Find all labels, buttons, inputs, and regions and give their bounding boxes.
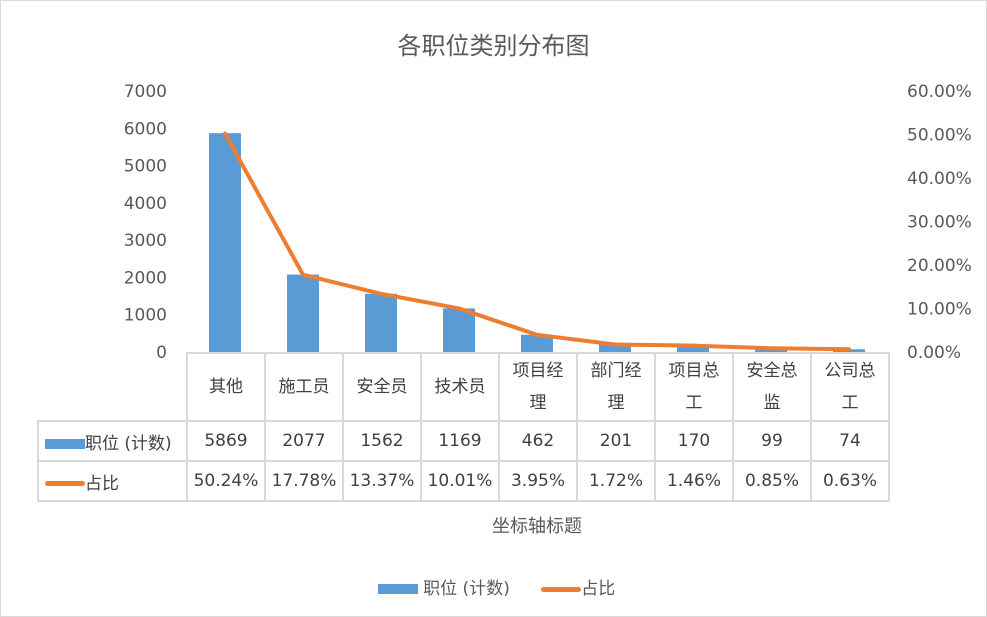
data-value: 201 xyxy=(576,420,656,462)
category-label: 施工员 xyxy=(264,352,344,422)
y-tick-label: 7000 xyxy=(124,82,167,102)
data-value: 17.78% xyxy=(264,460,344,502)
data-value: 462 xyxy=(498,420,578,462)
data-value: 1.72% xyxy=(576,460,656,502)
bar xyxy=(365,293,397,352)
y-tick-label: 3000 xyxy=(124,231,167,251)
series-label: 职位 (计数) xyxy=(37,420,188,462)
legend-label: 职位 (计数) xyxy=(423,579,510,599)
data-value: 2077 xyxy=(264,420,344,462)
line-swatch xyxy=(541,586,582,592)
y-tick-label: 2000 xyxy=(124,268,167,288)
y2-tick-label: 0.00% xyxy=(907,343,961,363)
data-table: 其他 施工员 安全员 技术员 项目经 理部门经 理项目总 工安全总 监公司总 工职位 (… xyxy=(37,352,890,502)
y2-tick-label: 60.00% xyxy=(907,82,972,102)
data-value: 170 xyxy=(654,420,734,462)
line-swatch xyxy=(45,481,85,486)
category-label: 其他 xyxy=(186,352,266,422)
y-tick-label: 4000 xyxy=(124,194,167,214)
y-tick-label: 6000 xyxy=(124,119,167,139)
bar xyxy=(599,344,631,352)
data-value: 0.63% xyxy=(810,460,890,502)
legend-item-count[interactable]: 职位 (计数) xyxy=(372,579,510,599)
legend: 职位 (计数) 占比 xyxy=(0,574,987,599)
bar-swatch xyxy=(377,584,418,594)
category-label: 项目总 工 xyxy=(654,352,734,422)
data-value: 1562 xyxy=(342,420,422,462)
category-label: 技术员 xyxy=(420,352,500,422)
data-value: 13.37% xyxy=(342,460,422,502)
series-label: 占比 xyxy=(37,460,188,502)
y2-tick-label: 30.00% xyxy=(907,213,972,233)
table-corner xyxy=(38,353,187,422)
y2-tick-label: 10.00% xyxy=(907,300,972,320)
category-label: 安全总 监 xyxy=(732,352,812,422)
bar-swatch xyxy=(45,438,85,449)
bar xyxy=(287,274,319,352)
y2-tick-label: 40.00% xyxy=(907,169,972,189)
data-value: 74 xyxy=(810,420,890,462)
data-value: 1169 xyxy=(420,420,500,462)
data-value: 99 xyxy=(732,420,812,462)
data-value: 1.46% xyxy=(654,460,734,502)
y-tick-label: 1000 xyxy=(124,306,167,326)
category-label: 部门经 理 xyxy=(576,352,656,422)
category-label: 项目经 理 xyxy=(498,352,578,422)
y2-tick-label: 20.00% xyxy=(907,256,972,276)
data-value: 50.24% xyxy=(186,460,266,502)
category-label: 公司总 工 xyxy=(810,352,890,422)
data-value: 0.85% xyxy=(732,460,812,502)
bar xyxy=(677,345,709,352)
y-tick-label: 5000 xyxy=(124,157,167,177)
legend-item-ratio[interactable]: 占比 xyxy=(535,579,615,599)
series-name: 占比 xyxy=(85,473,119,494)
series-name: 职位 (计数) xyxy=(85,433,172,454)
y2-tick-label: 50.00% xyxy=(907,126,972,146)
data-value: 3.95% xyxy=(498,460,578,502)
data-value: 5869 xyxy=(186,420,266,462)
data-value: 10.01% xyxy=(420,460,500,502)
x-axis-title: 坐标轴标题 xyxy=(492,516,582,537)
legend-label: 占比 xyxy=(581,579,616,599)
bar xyxy=(521,334,553,352)
bar xyxy=(443,308,475,352)
bar xyxy=(209,133,241,352)
chart-title: 各职位类别分布图 xyxy=(397,32,590,60)
category-label: 安全员 xyxy=(342,352,422,422)
